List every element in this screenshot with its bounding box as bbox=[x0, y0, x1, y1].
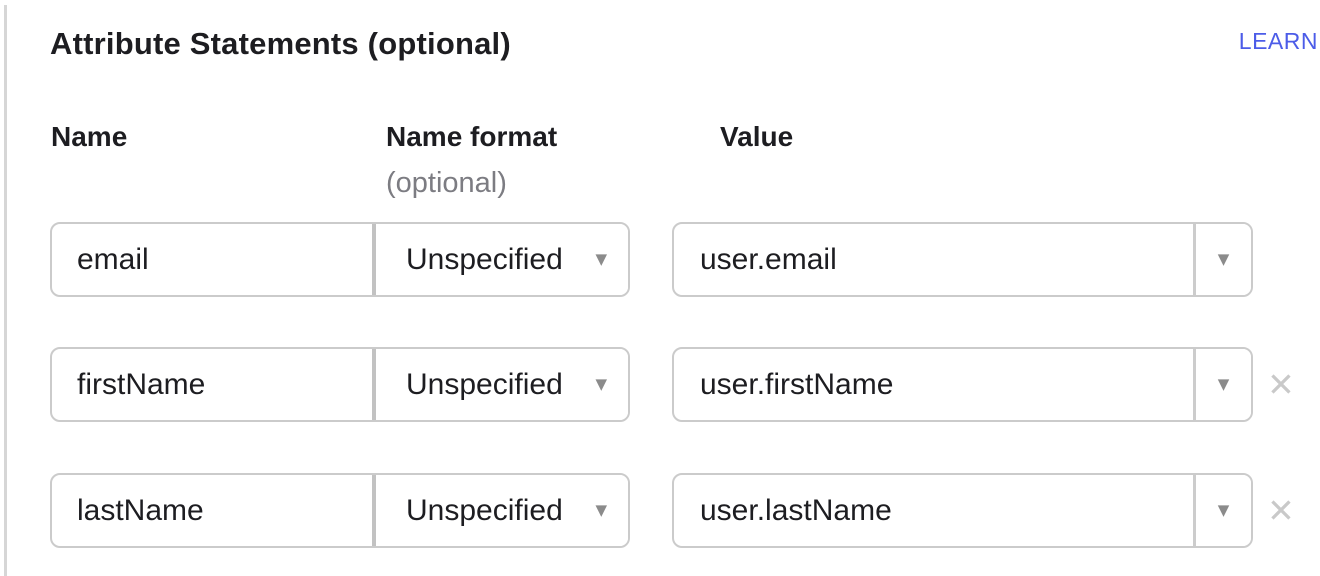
value-dropdown-button[interactable]: ▼ bbox=[1196, 224, 1251, 295]
column-header-value: Value bbox=[720, 121, 794, 152]
chevron-down-icon: ▼ bbox=[1217, 250, 1230, 268]
name-format-select[interactable]: Unspecified ▼ bbox=[376, 349, 628, 420]
name-format-select[interactable]: Unspecified ▼ bbox=[376, 475, 628, 546]
chevron-down-icon: ▼ bbox=[595, 501, 607, 519]
combobox-divider bbox=[1193, 475, 1196, 546]
column-header-name-format: Name format bbox=[386, 121, 558, 152]
value-dropdown-button[interactable]: ▼ bbox=[1196, 349, 1251, 420]
attribute-name-input[interactable] bbox=[52, 475, 372, 546]
column-header-optional-note: (optional) bbox=[386, 167, 507, 199]
value-combobox: ▼ bbox=[672, 473, 1253, 548]
name-format-selected-value: Unspecified bbox=[406, 493, 563, 527]
chevron-down-icon: ▼ bbox=[1217, 501, 1230, 519]
combobox-divider bbox=[1193, 224, 1196, 295]
group-divider bbox=[372, 224, 376, 295]
attribute-value-input[interactable] bbox=[674, 349, 1193, 420]
attribute-row-lastname: Unspecified ▼ ▼ ✕ bbox=[0, 473, 1320, 548]
attribute-value-input[interactable] bbox=[674, 224, 1193, 295]
panel-left-border bbox=[4, 5, 7, 576]
attribute-row-firstname: Unspecified ▼ ▼ ✕ bbox=[0, 347, 1320, 422]
value-combobox: ▼ bbox=[672, 347, 1253, 422]
chevron-down-icon: ▼ bbox=[1217, 375, 1230, 393]
attribute-value-input[interactable] bbox=[674, 475, 1193, 546]
name-format-selected-value: Unspecified bbox=[406, 367, 563, 401]
section-title: Attribute Statements (optional) bbox=[50, 26, 511, 61]
name-format-select[interactable]: Unspecified ▼ bbox=[376, 224, 628, 295]
learn-link[interactable]: LEARN bbox=[1238, 28, 1318, 54]
combobox-divider bbox=[1193, 349, 1196, 420]
group-divider bbox=[372, 349, 376, 420]
name-and-format-group: Unspecified ▼ bbox=[50, 473, 630, 548]
chevron-down-icon: ▼ bbox=[595, 250, 607, 268]
value-dropdown-button[interactable]: ▼ bbox=[1196, 475, 1251, 546]
name-format-selected-value: Unspecified bbox=[406, 242, 563, 276]
name-and-format-group: Unspecified ▼ bbox=[50, 347, 630, 422]
group-divider bbox=[372, 475, 376, 546]
attribute-row-email: Unspecified ▼ ▼ bbox=[0, 222, 1320, 297]
attribute-name-input[interactable] bbox=[52, 349, 372, 420]
remove-row-icon[interactable]: ✕ bbox=[1267, 365, 1295, 404]
value-combobox: ▼ bbox=[672, 222, 1253, 297]
column-header-name: Name bbox=[51, 121, 128, 152]
name-and-format-group: Unspecified ▼ bbox=[50, 222, 630, 297]
remove-row-icon[interactable]: ✕ bbox=[1267, 491, 1295, 530]
attribute-name-input[interactable] bbox=[52, 224, 372, 295]
chevron-down-icon: ▼ bbox=[595, 375, 607, 393]
